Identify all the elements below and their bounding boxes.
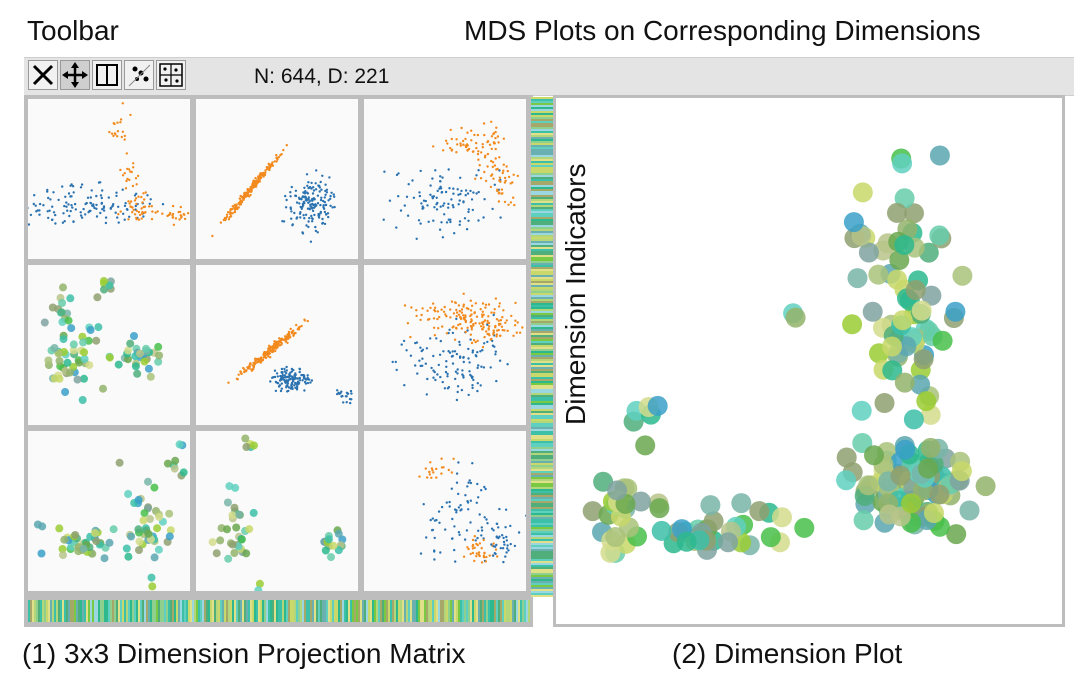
move-arrows-icon <box>62 62 88 88</box>
dimension-plot <box>553 95 1065 627</box>
plot-caption: (2) Dimension Plot <box>672 638 903 669</box>
mds-plot-cell[interactable] <box>28 99 190 259</box>
scatter-select-tool-button[interactable] <box>124 60 154 90</box>
close-tool-button[interactable] <box>28 60 58 90</box>
mds-plot-cell[interactable] <box>364 99 526 259</box>
mds-plot-cell[interactable] <box>196 431 358 591</box>
mds-plot-cell[interactable] <box>28 265 190 425</box>
close-x-icon <box>32 64 54 86</box>
dimension-plot-canvas[interactable] <box>556 98 1062 624</box>
mds-plot-cell[interactable] <box>364 265 526 425</box>
matrix-caption: (1) 3x3 Dimension Projection Matrix <box>22 638 466 669</box>
dimension-indicators-annotation: Dimension Indicators <box>560 163 591 425</box>
scatter-select-icon <box>128 64 151 87</box>
mds-plot-cell[interactable] <box>196 265 358 425</box>
dimension-indicator-strip-horizontal <box>28 600 531 622</box>
move-tool-button[interactable] <box>60 60 90 90</box>
toolbar-annotation: Toolbar <box>27 15 119 46</box>
dimension-indicator-strip-vertical <box>531 97 553 598</box>
toolbar: N: 644, D: 221 <box>24 57 1074 96</box>
panel-tool-button[interactable] <box>92 60 122 90</box>
dataset-stats: N: 644, D: 221 <box>254 65 390 88</box>
panel-icon <box>96 64 118 86</box>
grid-tool-button[interactable] <box>156 60 186 90</box>
dimension-projection-matrix <box>24 95 533 627</box>
mds-plots-annotation: MDS Plots on Corresponding Dimensions <box>464 15 981 46</box>
mds-plot-cell[interactable] <box>28 431 190 591</box>
mds-plot-cell[interactable] <box>364 431 526 591</box>
mds-plot-cell[interactable] <box>196 99 358 259</box>
grid-dots-icon <box>159 63 183 87</box>
